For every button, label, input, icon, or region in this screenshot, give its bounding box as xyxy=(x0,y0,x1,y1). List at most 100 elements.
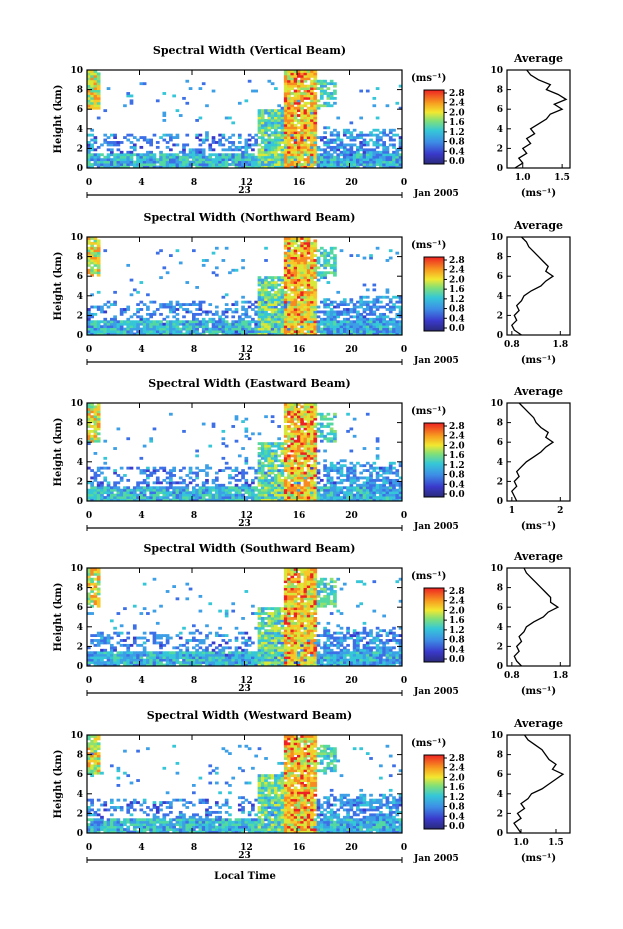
heatmap-cell xyxy=(270,327,275,331)
heatmap-cell xyxy=(379,150,383,154)
heatmap-cell xyxy=(126,658,131,662)
heatmap-cell xyxy=(195,466,199,470)
heatmap-cell xyxy=(244,160,249,164)
heatmap-cell xyxy=(237,330,242,333)
heatmap-cell xyxy=(228,308,232,311)
heatmap-cell xyxy=(290,439,295,443)
heatmap-cell xyxy=(231,498,236,502)
heatmap-cell xyxy=(267,478,272,482)
heatmap-cell xyxy=(218,491,222,495)
heatmap-cell xyxy=(297,106,301,110)
heatmap-cell xyxy=(169,330,173,333)
heatmap-cell xyxy=(228,155,232,159)
heatmap-cell xyxy=(251,478,255,482)
colorbar-tick-label: 1.2 xyxy=(449,128,465,138)
heatmap-cell xyxy=(96,653,101,657)
heatmap-cell xyxy=(228,116,232,120)
heatmap-cell xyxy=(297,425,301,428)
heatmap-cell xyxy=(211,486,216,490)
heatmap-cell xyxy=(260,121,265,125)
heatmap-cell xyxy=(283,251,288,255)
heatmap-cell xyxy=(208,493,213,497)
heatmap-cell xyxy=(260,498,265,502)
heatmap-cell xyxy=(290,145,295,149)
average-y-tick-label: 8 xyxy=(497,253,503,263)
heatmap-cell xyxy=(306,268,311,272)
heatmap-cell xyxy=(221,310,226,314)
heatmap-cell xyxy=(336,498,341,502)
heatmap-cell xyxy=(93,249,98,253)
heatmap-cell xyxy=(264,165,268,169)
heatmap-cell xyxy=(346,160,350,164)
heatmap-cell xyxy=(290,101,295,105)
heatmap-cell xyxy=(106,143,111,147)
heatmap-cell xyxy=(93,422,98,426)
heatmap-cell xyxy=(139,315,144,319)
heatmap-cell xyxy=(155,251,160,255)
heatmap-cell xyxy=(178,481,183,485)
heatmap-cell xyxy=(139,656,144,660)
heatmap-cell xyxy=(221,259,226,262)
heatmap-cell xyxy=(306,150,311,154)
heatmap-cell xyxy=(333,488,337,492)
heatmap-cell xyxy=(300,456,304,460)
heatmap-cell xyxy=(152,322,157,326)
heatmap-cell xyxy=(349,330,354,333)
heatmap-cell xyxy=(306,483,311,487)
average-x-label: (ms⁻¹) xyxy=(521,355,556,366)
heatmap-cell xyxy=(178,163,183,166)
heatmap-cell xyxy=(310,447,314,450)
heatmap-cell xyxy=(221,437,226,441)
heatmap-cell xyxy=(165,634,170,637)
heatmap-cell xyxy=(201,259,206,262)
heatmap-cell xyxy=(195,119,199,122)
heatmap-cell xyxy=(93,246,98,250)
heatmap-cell xyxy=(149,163,154,166)
heatmap-cell xyxy=(293,82,298,86)
heatmap-cell xyxy=(132,624,137,628)
heatmap-cell xyxy=(260,481,265,485)
heatmap-cell xyxy=(283,239,288,243)
heatmap-cell xyxy=(303,405,308,409)
heatmap-cell xyxy=(90,241,94,245)
heatmap-cell xyxy=(329,429,334,433)
heatmap-cell xyxy=(132,639,137,642)
heatmap-cell xyxy=(313,286,318,289)
heatmap-cell xyxy=(231,486,236,490)
y-tick-label: 10 xyxy=(70,233,83,243)
heatmap-cell xyxy=(175,249,180,253)
heatmap-cell xyxy=(169,486,173,490)
heatmap-cell xyxy=(346,332,350,336)
heatmap-cell xyxy=(290,403,295,406)
heatmap-cell xyxy=(142,153,147,157)
heatmap-cell xyxy=(109,496,114,499)
heatmap-cell xyxy=(326,303,331,306)
colorbar-unit: (ms⁻¹) xyxy=(411,406,446,417)
heatmap-cell xyxy=(346,478,350,482)
heatmap-cell xyxy=(372,155,377,159)
heatmap-cell xyxy=(277,496,281,499)
heatmap-cell xyxy=(323,449,327,453)
heatmap-cell xyxy=(300,449,304,453)
heatmap-cell xyxy=(96,427,101,431)
heatmap-cell xyxy=(306,403,311,406)
heatmap-cell xyxy=(169,663,173,667)
heatmap-cell xyxy=(267,286,272,289)
heatmap-cell xyxy=(395,300,400,304)
heatmap-cell xyxy=(96,469,101,472)
heatmap-cell xyxy=(310,148,314,152)
heatmap-cell xyxy=(333,138,337,142)
heatmap-cell xyxy=(162,327,167,331)
heatmap-cell xyxy=(385,295,390,299)
heatmap-cell xyxy=(270,150,275,154)
heatmap-cell xyxy=(333,310,337,314)
heatmap-cell xyxy=(293,160,298,164)
heatmap-cell xyxy=(274,305,278,309)
heatmap-cell xyxy=(313,303,318,306)
heatmap-cell xyxy=(93,77,98,81)
heatmap-cell xyxy=(319,165,324,169)
heatmap-cell xyxy=(356,300,360,304)
heatmap-cell xyxy=(208,165,213,169)
heatmap-cell xyxy=(96,165,101,169)
heatmap-cell xyxy=(90,128,94,132)
